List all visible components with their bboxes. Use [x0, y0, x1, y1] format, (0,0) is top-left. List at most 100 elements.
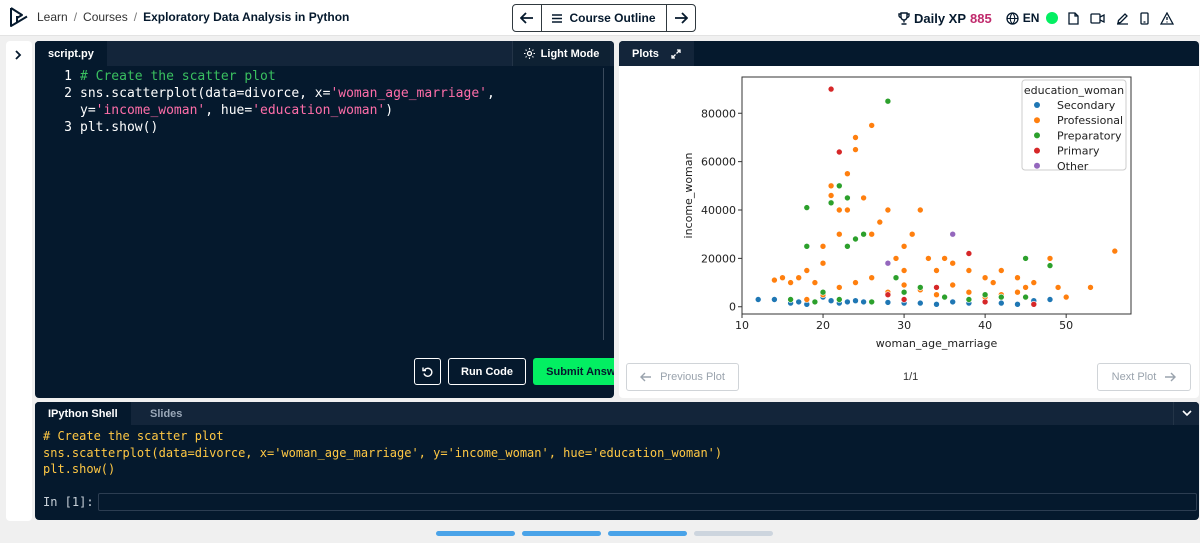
- mobile-icon[interactable]: [1140, 11, 1150, 25]
- line-number: 3: [64, 120, 72, 135]
- light-mode-button[interactable]: Light Mode: [512, 41, 610, 66]
- breadcrumb-courses[interactable]: Courses: [83, 10, 128, 24]
- code-editor[interactable]: 1 # Create the scatter plot 2 sns.scatterp…: [35, 68, 604, 136]
- data-point-professional: [771, 276, 778, 284]
- legend-marker: [1034, 147, 1040, 154]
- line-number: [35, 102, 80, 119]
- plot-page-indicator: 1/1: [903, 371, 919, 383]
- code-text: ): [385, 103, 394, 118]
- datacamp-logo-icon[interactable]: [8, 6, 30, 30]
- progress-segment[interactable]: [694, 531, 773, 536]
- code-string: 'woman_age_marriage': [330, 86, 487, 101]
- script-editor-header: script.py Light Mode: [35, 41, 614, 66]
- collapse-shell-button[interactable]: [1173, 402, 1199, 425]
- editor-scrollbar[interactable]: [603, 68, 604, 340]
- data-point-secondary: [949, 298, 957, 306]
- chevron-right-icon[interactable]: [14, 50, 22, 60]
- daily-xp-value: 885: [970, 10, 992, 26]
- x-axis-label: woman_age_marriage: [876, 337, 998, 350]
- video-icon[interactable]: [1090, 12, 1106, 24]
- data-point-preparatory: [836, 296, 843, 303]
- next-exercise-button[interactable]: [667, 5, 695, 31]
- shell-line: plt.show(): [43, 462, 116, 476]
- data-point-secondary: [933, 301, 940, 308]
- progress-segment[interactable]: [436, 531, 515, 536]
- previous-plot-button[interactable]: Previous Plot: [626, 363, 739, 391]
- document-icon[interactable]: [1068, 11, 1080, 25]
- arrow-left-icon: [520, 12, 533, 24]
- tab-ipython-shell[interactable]: IPython Shell: [35, 402, 131, 425]
- data-point-professional: [941, 255, 948, 262]
- exercise-progress: [436, 531, 773, 536]
- data-point-preparatory: [852, 235, 859, 243]
- legend-entry: Other: [1057, 160, 1089, 173]
- data-point-professional: [1014, 274, 1021, 281]
- data-point-professional: [1022, 284, 1029, 291]
- expand-icon[interactable]: [671, 48, 681, 59]
- shell-input[interactable]: [98, 493, 1197, 511]
- data-point-professional: [989, 279, 997, 286]
- data-point-professional: [868, 122, 875, 129]
- next-plot-button[interactable]: Next Plot: [1097, 363, 1191, 391]
- data-point-professional: [884, 206, 892, 214]
- tab-plots[interactable]: Plots: [619, 41, 694, 66]
- data-point-secondary: [917, 299, 924, 307]
- data-point-primary: [981, 298, 989, 306]
- code-line: 3 plt.show(): [35, 119, 604, 136]
- data-point-secondary: [1046, 296, 1054, 303]
- data-point-preparatory: [811, 298, 819, 306]
- arrow-right-icon: [675, 12, 688, 24]
- line-number: 1: [64, 69, 72, 84]
- code-text: ,: [487, 86, 495, 101]
- legend-entry: Secondary: [1057, 99, 1116, 112]
- data-point-preparatory: [1046, 262, 1054, 269]
- progress-segment[interactable]: [522, 531, 601, 536]
- x-tick-label: 10: [735, 319, 749, 332]
- data-point-professional: [900, 243, 908, 250]
- run-code-button[interactable]: Run Code: [448, 358, 526, 385]
- globe-icon[interactable]: [1006, 11, 1019, 25]
- tab-script-py[interactable]: script.py: [35, 41, 107, 66]
- data-point-professional: [981, 274, 989, 281]
- shell-line: sns.scatterplot(data=divorce, x='woman_a…: [43, 445, 723, 460]
- data-point-professional: [965, 288, 973, 296]
- plots-header: Plots: [619, 41, 1199, 66]
- course-outline-button[interactable]: Course Outline: [541, 5, 667, 31]
- data-point-preparatory: [917, 284, 924, 291]
- data-point-primary: [933, 284, 940, 291]
- breadcrumb-learn[interactable]: Learn: [37, 10, 68, 24]
- x-tick-label: 20: [816, 319, 830, 332]
- data-point-secondary: [754, 296, 762, 303]
- tab-slides[interactable]: Slides: [150, 407, 183, 420]
- data-point-professional: [949, 281, 957, 289]
- reset-code-button[interactable]: [414, 358, 441, 385]
- language-selector[interactable]: EN: [1022, 11, 1040, 25]
- data-point-professional: [1062, 293, 1070, 301]
- data-point-preparatory: [941, 293, 948, 301]
- data-point-preparatory: [868, 298, 875, 306]
- data-point-primary: [827, 85, 835, 93]
- data-point-professional: [819, 259, 827, 267]
- warning-icon[interactable]: [1160, 11, 1175, 25]
- line-number: 2: [64, 86, 72, 101]
- shell-line: # Create the scatter plot: [43, 429, 224, 443]
- data-point-preparatory: [997, 293, 1005, 301]
- y-tick-label: 40000: [701, 204, 736, 217]
- legend-entry: Primary: [1057, 145, 1100, 158]
- data-point-professional: [1111, 247, 1119, 255]
- data-point-professional: [836, 230, 843, 238]
- data-point-primary: [884, 291, 892, 298]
- breadcrumb-course-title[interactable]: Exploratory Data Analysis in Python: [143, 10, 350, 24]
- data-point-professional: [844, 170, 851, 177]
- pencil-icon[interactable]: [1116, 12, 1129, 25]
- scatter-plot: 10 20 30 40 50 0 20000 40000 60000 80000 woman_age…: [682, 76, 1132, 350]
- data-point-preparatory: [900, 288, 908, 296]
- data-point-professional: [836, 284, 843, 291]
- submit-answer-button[interactable]: Submit Answer: [533, 358, 614, 385]
- legend-box: [1021, 79, 1127, 171]
- code-string: 'education_woman': [252, 103, 386, 118]
- data-point-professional: [965, 267, 973, 274]
- data-point-preparatory: [860, 230, 867, 238]
- progress-segment[interactable]: [608, 531, 687, 536]
- previous-exercise-button[interactable]: [513, 5, 541, 31]
